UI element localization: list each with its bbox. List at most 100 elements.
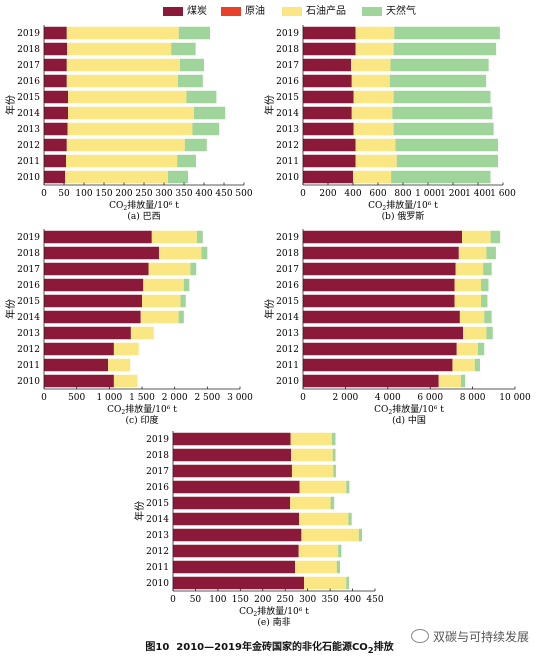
ytick-label-russia-2017: 2017 xyxy=(276,61,299,71)
bar-india-coal-2014 xyxy=(44,310,141,324)
bar-russia-coal-2010 xyxy=(303,170,353,184)
bar-india-oil_products-2014 xyxy=(140,310,179,324)
x-axis-label-sub: 2 xyxy=(121,409,125,416)
y-axis-label-india: 年份 xyxy=(4,299,17,319)
bar-south_africa-oil_products-2015 xyxy=(290,496,331,510)
bar-russia-gas-2019 xyxy=(394,26,500,40)
ytick-label-china-2010: 2010 xyxy=(276,377,299,387)
bar-brazil-coal-2013 xyxy=(44,122,68,136)
bar-brazil-oil_products-2016 xyxy=(66,74,178,88)
bar-india-oil_products-2010 xyxy=(113,374,138,388)
ytick-label-russia-2011: 2011 xyxy=(276,157,299,167)
bar-brazil-coal-2017 xyxy=(44,58,67,72)
bar-brazil-coal-2015 xyxy=(44,90,68,104)
xtick-label-brazil-8: 400 xyxy=(195,189,212,199)
xtick-label-russia-6: 1 200 xyxy=(440,189,466,199)
chart-legend: 煤炭 原油 石油产品 天然气 xyxy=(0,4,539,20)
bar-india-oil_products-2018 xyxy=(158,246,202,260)
bar-india-oil_products-2015 xyxy=(142,294,181,308)
x-axis-label-sub: 2 xyxy=(388,409,392,416)
ytick-label-china-2019: 2019 xyxy=(276,233,299,243)
bar-china-oil_products-2010 xyxy=(438,374,461,388)
xtick-label-russia-5: 1 000 xyxy=(415,189,441,199)
bar-india-oil_products-2016 xyxy=(143,278,184,292)
xtick-label-china-2: 4 000 xyxy=(375,393,401,403)
bar-brazil-oil_products-2013 xyxy=(67,122,193,136)
bar-brazil-coal-2012 xyxy=(44,138,67,152)
bar-south_africa-oil_products-2014 xyxy=(299,512,349,526)
bar-china-oil_products-2014 xyxy=(459,310,485,324)
ytick-label-russia-2013: 2013 xyxy=(276,125,299,135)
xtick-label-brazil-0: 0 xyxy=(41,189,47,199)
xtick-label-russia-1: 200 xyxy=(319,189,336,199)
bar-china-coal-2010 xyxy=(303,374,439,388)
xtick-label-india-2: 1 000 xyxy=(96,393,122,403)
bar-brazil-gas-2013 xyxy=(192,122,220,136)
bar-china-gas-2011 xyxy=(474,358,481,372)
bar-south_africa-oil_products-2016 xyxy=(299,480,347,494)
legend-swatch-crude xyxy=(221,7,241,16)
bar-russia-gas-2012 xyxy=(395,138,498,152)
panel-caption-south_africa: (e) 南非 xyxy=(257,616,290,628)
bar-south_africa-coal-2010 xyxy=(173,576,305,590)
ytick-label-brazil-2010: 2010 xyxy=(17,173,40,183)
chart-china: 2019201820172016201520142013201220112010… xyxy=(263,229,531,426)
bar-brazil-gas-2012 xyxy=(184,138,207,152)
bar-south_africa-coal-2012 xyxy=(173,544,299,558)
bar-india-oil_products-2012 xyxy=(113,342,139,356)
bar-south_africa-gas-2013 xyxy=(358,528,362,542)
x-axis-label-south_africa: CO2排放量/10⁶ t xyxy=(239,605,309,618)
ytick-label-brazil-2019: 2019 xyxy=(17,29,40,39)
xtick-label-russia-2: 400 xyxy=(344,189,361,199)
bar-china-gas-2014 xyxy=(484,310,492,324)
bar-brazil-oil_products-2012 xyxy=(66,138,185,152)
bar-south_africa-oil_products-2013 xyxy=(301,528,359,542)
ytick-label-brazil-2017: 2017 xyxy=(17,61,40,71)
x-axis-label-prefix: CO xyxy=(107,405,121,415)
xtick-label-south_africa-3: 150 xyxy=(232,595,249,605)
bar-russia-coal-2015 xyxy=(303,90,354,104)
ytick-label-india-2011: 2011 xyxy=(17,361,40,371)
panel-russia: 2019 2018 2017 2016 2015 2014 2013 2012 2011 2010… xyxy=(263,22,539,222)
bar-brazil-gas-2011 xyxy=(177,154,196,168)
bar-india-coal-2013 xyxy=(44,326,131,340)
legend-swatch-coal xyxy=(163,7,183,16)
ytick-label-india-2010: 2010 xyxy=(17,377,40,387)
bar-china-oil_products-2018 xyxy=(458,246,487,260)
bar-russia-coal-2019 xyxy=(303,26,356,40)
bar-russia-coal-2014 xyxy=(303,106,352,120)
bar-brazil-oil_products-2015 xyxy=(68,90,187,104)
ytick-label-south_africa-2014: 2014 xyxy=(146,515,169,525)
bar-india-gas-2015 xyxy=(180,294,186,308)
ytick-label-brazil-2013: 2013 xyxy=(17,125,40,135)
bar-brazil-gas-2018 xyxy=(171,42,196,56)
ytick-label-russia-2014: 2014 xyxy=(276,109,299,119)
bar-brazil-coal-2019 xyxy=(44,26,67,40)
bar-south_africa-oil_products-2011 xyxy=(295,560,337,574)
bar-china-coal-2015 xyxy=(303,294,455,308)
chart-india: 2019 2018 2017 2016 2015 2014 2013 2012 2011 2010… xyxy=(4,229,253,426)
chart-brazil: 2019201820172016201520142013201220112010… xyxy=(4,25,253,222)
xtick-label-india-1: 500 xyxy=(68,393,85,403)
bar-china-coal-2014 xyxy=(303,310,460,324)
bar-india-oil_products-2013 xyxy=(130,326,154,340)
ytick-label-china-2014: 2014 xyxy=(276,313,299,323)
xtick-label-china-4: 8 000 xyxy=(460,393,486,403)
chart-russia: 2019 2018 2017 2016 2015 2014 2013 2012 2011 2010… xyxy=(263,25,516,222)
xtick-label-russia-4: 800 xyxy=(394,189,411,199)
bar-brazil-oil_products-2010 xyxy=(65,170,168,184)
bar-south_africa-gas-2015 xyxy=(330,496,335,510)
ytick-label-south_africa-2011: 2011 xyxy=(146,563,169,573)
ytick-label-brazil-2011: 2011 xyxy=(17,157,40,167)
bar-china-gas-2012 xyxy=(477,342,485,356)
bar-south_africa-coal-2016 xyxy=(173,480,300,494)
bar-india-coal-2019 xyxy=(44,230,152,244)
xtick-label-russia-3: 600 xyxy=(369,189,386,199)
x-axis-label-sub: 2 xyxy=(382,205,386,212)
bar-russia-oil_products-2015 xyxy=(353,90,394,104)
ytick-label-china-2018: 2018 xyxy=(276,249,299,259)
legend-item-oil-products: 石油产品 xyxy=(282,4,346,20)
bar-russia-coal-2012 xyxy=(303,138,356,152)
bar-brazil-oil_products-2014 xyxy=(68,106,194,120)
legend-swatch-gas xyxy=(362,7,382,16)
